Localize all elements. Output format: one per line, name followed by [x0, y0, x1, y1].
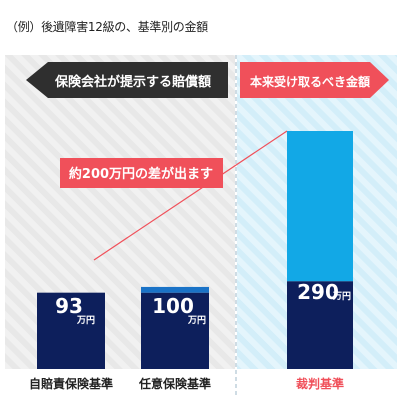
- bar-jibaiseki: [37, 292, 105, 369]
- bar-unit-label: 万円: [76, 315, 95, 326]
- bar-value-label: 290: [297, 280, 339, 304]
- bar-court-base: [287, 281, 353, 369]
- insurer-header-arrow: [26, 62, 228, 98]
- chart-caption: （例）後遺障害12級の、基準別の金額: [6, 20, 208, 34]
- bar-nini-base: [141, 292, 209, 369]
- difference-callout-label: 約200万円の差が出ます: [69, 166, 213, 182]
- category-label: 裁判基準: [296, 376, 344, 391]
- bars-group: [37, 131, 353, 369]
- bar-value-label: 93: [55, 294, 83, 318]
- bar-nini-increase: [141, 286, 209, 293]
- court-header-label: 本来受け取るべき金額: [250, 74, 370, 89]
- difference-callout-box: [60, 158, 223, 188]
- category-label: 任意保険基準: [138, 376, 211, 391]
- bar-unit-label: 万円: [187, 315, 206, 326]
- category-label: 自賠責保険基準: [29, 376, 113, 391]
- bar-unit-label: 万円: [332, 291, 351, 302]
- insurer-header-label: 保険会社が提示する賠償額: [54, 74, 211, 90]
- court-header-arrow: [240, 62, 389, 98]
- bar-value-label: 100: [152, 294, 194, 318]
- difference-line: [93, 130, 288, 261]
- bar-court-increase: [287, 131, 353, 282]
